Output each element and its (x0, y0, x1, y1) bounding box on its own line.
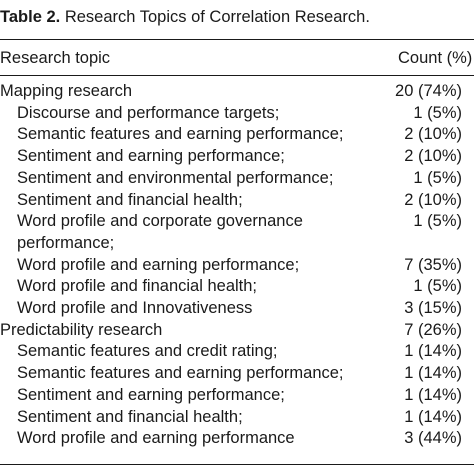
table-row: Predictability research 7 (26%) (0, 320, 474, 342)
row-count: 2 (10%) (404, 147, 462, 166)
table-row: Sentiment and earning performance; 1 (14… (0, 385, 474, 407)
row-topic: Sentiment and financial health; (17, 407, 243, 426)
table-row: Semantic features and earning performanc… (0, 363, 474, 385)
row-topic: Sentiment and environmental performance; (17, 168, 334, 187)
table-caption-label: Table 2. (0, 8, 61, 26)
table-row: Word profile and earning performance; 7 … (0, 255, 474, 277)
row-topic: Word profile and Innovativeness (17, 299, 253, 318)
table-header-row: Research topic Count (%) (0, 47, 474, 69)
row-topic: Word profile and earning performance (17, 429, 295, 448)
table-caption: Table 2. Research Topics of Correlation … (0, 7, 370, 27)
row-count: 7 (26%) (404, 320, 462, 339)
row-topic: Discourse and performance targets; (17, 103, 280, 122)
table-row: Discourse and performance targets; 1 (5%… (0, 103, 474, 125)
row-topic: Mapping research (0, 82, 133, 100)
row-topic: Semantic features and earning performanc… (17, 125, 344, 144)
row-count: 3 (44%) (404, 429, 462, 448)
table-row: Sentiment and earning performance; 2 (10… (0, 146, 474, 168)
row-topic: Word profile and earning performance; (17, 255, 300, 274)
row-count: 2 (10%) (404, 125, 462, 144)
table-row: Word profile and financial health; 1 (5%… (0, 276, 474, 298)
row-topic: Sentiment and financial health; (17, 190, 243, 209)
table-row: Sentiment and environmental performance;… (0, 168, 474, 190)
row-count: 1 (14%) (404, 407, 462, 426)
table-row: Mapping research 20 (74%) (0, 81, 474, 103)
row-count: 1 (14%) (404, 385, 462, 404)
table-top-rule (0, 39, 474, 40)
row-count: 1 (14%) (404, 364, 462, 383)
table-header-rule (0, 75, 474, 76)
row-count: 1 (5%) (413, 103, 462, 122)
row-count: 3 (15%) (404, 299, 462, 318)
table-row: Sentiment and financial health; 2 (10%) (0, 190, 474, 212)
header-count: Count (%) (398, 49, 473, 67)
row-topic: Predictability research (0, 320, 163, 339)
table-bottom-rule (0, 464, 474, 465)
row-count: 20 (74%) (395, 82, 462, 100)
table-row: Word profile and earning performance 3 (… (0, 428, 474, 450)
table-row: Semantic features and credit rating; 1 (… (0, 341, 474, 363)
table-row: Word profile and corporate governance pe… (0, 211, 474, 254)
row-topic: Word profile and corporate governance pe… (17, 212, 303, 252)
row-topic: Semantic features and earning performanc… (17, 364, 344, 383)
row-count: 2 (10%) (404, 190, 462, 209)
row-count: 1 (5%) (413, 168, 462, 187)
header-research-topic: Research topic (0, 49, 111, 67)
table-row: Sentiment and financial health; 1 (14%) (0, 407, 474, 429)
row-count: 7 (35%) (404, 255, 462, 274)
table-row: Semantic features and earning performanc… (0, 124, 474, 146)
row-topic: Sentiment and earning performance; (17, 385, 285, 404)
row-count: 1 (5%) (413, 277, 462, 296)
row-count: 1 (14%) (404, 342, 462, 361)
row-topic: Word profile and financial health; (17, 277, 258, 296)
row-topic: Sentiment and earning performance; (17, 147, 285, 166)
row-topic: Semantic features and credit rating; (17, 342, 278, 361)
row-count: 1 (5%) (413, 212, 462, 231)
table-caption-text: Research Topics of Correlation Research. (64, 8, 370, 26)
table-row: Word profile and Innovativeness 3 (15%) (0, 298, 474, 320)
table-body: Mapping research 20 (74%) Discourse and … (0, 81, 474, 450)
